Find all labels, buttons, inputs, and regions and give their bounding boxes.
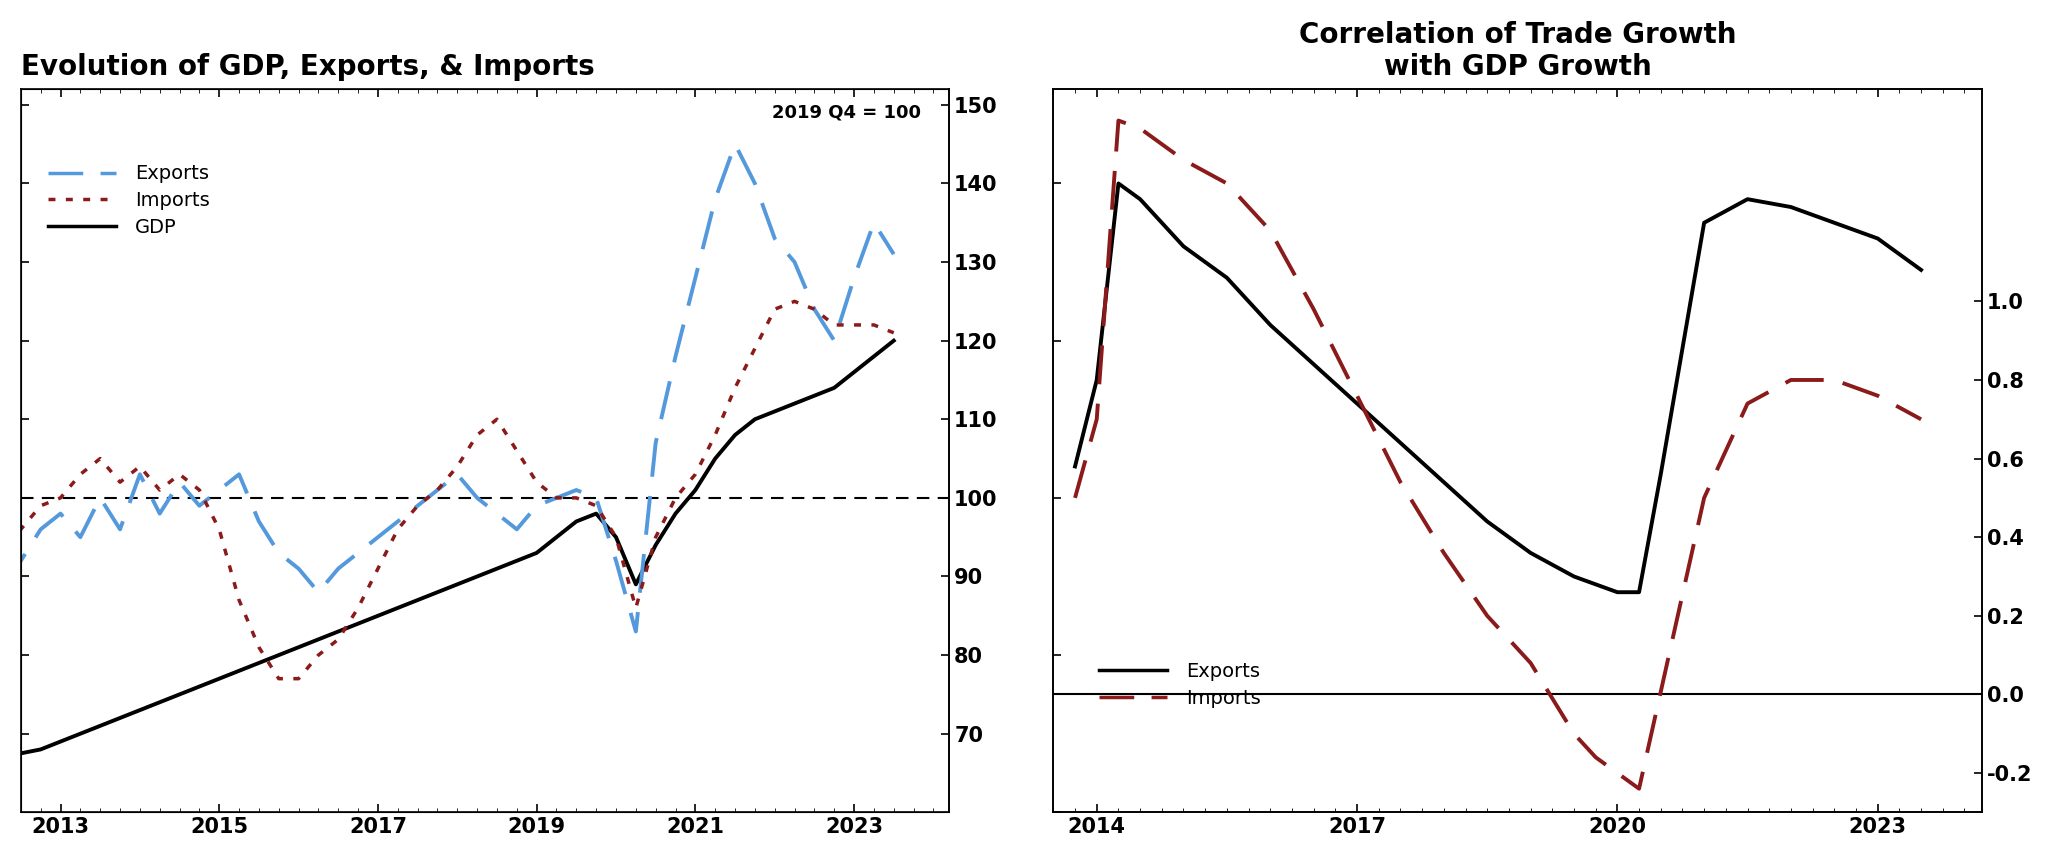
Legend: Exports, Imports: Exports, Imports — [1090, 655, 1269, 716]
Text: 2019 Q4 = 100: 2019 Q4 = 100 — [772, 104, 922, 122]
Legend: Exports, Imports, GDP: Exports, Imports, GDP — [39, 157, 218, 245]
Title: Correlation of Trade Growth
with GDP Growth: Correlation of Trade Growth with GDP Gro… — [1300, 21, 1737, 82]
Text: Evolution of GDP, Exports, & Imports: Evolution of GDP, Exports, & Imports — [21, 53, 595, 82]
